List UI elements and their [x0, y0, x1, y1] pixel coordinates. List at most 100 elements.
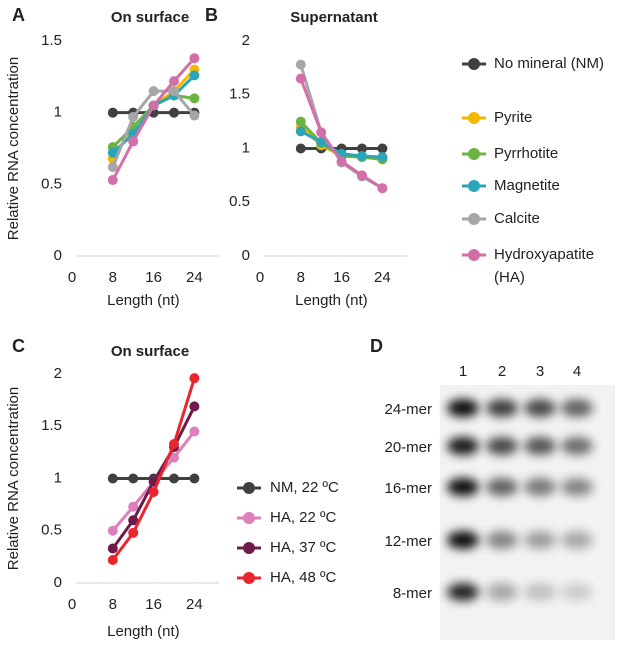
- x-tick-label: 24: [186, 596, 203, 613]
- x-tick-label: 16: [145, 596, 162, 613]
- gel-band: [561, 399, 593, 417]
- legend-marker: [468, 148, 480, 160]
- band-label: 8-mer: [393, 585, 432, 602]
- data-point: [107, 525, 118, 536]
- data-point: [357, 170, 367, 181]
- legend-label: HA, 22 ºC: [270, 509, 337, 526]
- data-point: [107, 543, 118, 554]
- gel-band: [486, 437, 518, 455]
- data-point: [169, 107, 179, 118]
- x-tick-label: 8: [297, 269, 305, 286]
- x-tick-label: 24: [374, 269, 391, 286]
- data-point: [357, 151, 367, 162]
- chart-title: On surface: [111, 343, 189, 360]
- lane-label: 3: [536, 363, 544, 380]
- gel-band: [486, 583, 518, 601]
- y-tick-label: 0.5: [41, 175, 62, 192]
- lane-label: 4: [573, 363, 581, 380]
- data-point: [316, 137, 327, 148]
- data-point: [128, 501, 139, 512]
- x-axis-label: Length (nt): [295, 292, 368, 309]
- x-tick-label: 8: [109, 596, 117, 613]
- legend-marker: [243, 512, 255, 524]
- gel-band: [561, 478, 593, 496]
- lane-label: 1: [459, 363, 467, 380]
- gel-band: [447, 531, 479, 549]
- legend-label: HA, 37 ºC: [270, 539, 337, 556]
- data-point: [148, 86, 159, 97]
- data-point: [377, 183, 388, 194]
- gel-band: [524, 478, 556, 496]
- data-point: [316, 127, 327, 138]
- y-axis-label: Relative RNA concentration: [5, 387, 22, 570]
- data-point: [107, 107, 118, 118]
- series-line: [111, 57, 196, 181]
- data-point: [295, 143, 306, 154]
- y-tick-label: 1.5: [41, 32, 62, 49]
- x-tick-label: 16: [145, 269, 162, 286]
- data-point: [107, 162, 118, 173]
- data-point: [107, 473, 118, 484]
- gel-band: [524, 437, 556, 455]
- legend-label: NM, 22 ºC: [270, 479, 339, 496]
- data-point: [128, 515, 139, 526]
- data-point: [169, 439, 179, 450]
- gel-band: [524, 583, 556, 601]
- data-point: [189, 426, 200, 437]
- legend-marker: [468, 112, 480, 124]
- gel-band: [447, 583, 479, 601]
- data-point: [377, 143, 388, 154]
- panel-label: B: [205, 5, 218, 25]
- y-tick-label: 2: [54, 365, 62, 382]
- legend-marker: [468, 249, 480, 261]
- gel-band: [447, 437, 479, 455]
- chart-title: On surface: [111, 9, 189, 26]
- legend-label: Pyrrhotite: [494, 145, 559, 162]
- y-tick-label: 0: [242, 247, 250, 264]
- gel-band: [447, 399, 479, 417]
- data-point: [377, 152, 388, 163]
- data-point: [295, 116, 306, 127]
- y-tick-label: 1: [54, 469, 62, 486]
- panel-label: A: [12, 5, 25, 25]
- data-point: [189, 70, 200, 81]
- data-point: [128, 136, 139, 147]
- data-point: [148, 100, 159, 111]
- legend-marker: [468, 213, 480, 225]
- data-point: [148, 487, 159, 498]
- legend-marker: [468, 180, 480, 192]
- gel-background: [440, 385, 615, 640]
- y-tick-label: 2: [242, 32, 250, 49]
- data-point: [295, 126, 306, 137]
- data-point: [169, 452, 179, 463]
- y-tick-label: 1.5: [41, 417, 62, 434]
- data-point: [128, 111, 139, 122]
- y-axis-label: Relative RNA concentration: [5, 57, 22, 240]
- chart-title: Supernatant: [290, 9, 378, 26]
- data-point: [128, 527, 139, 538]
- data-point: [107, 175, 118, 186]
- data-point: [169, 473, 179, 484]
- legend-label: Calcite: [494, 210, 540, 227]
- data-point: [189, 53, 200, 64]
- band-label: 16-mer: [384, 480, 432, 497]
- band-label: 24-mer: [384, 401, 432, 418]
- y-tick-label: 0.5: [229, 193, 250, 210]
- data-point: [189, 93, 200, 104]
- data-point: [189, 473, 200, 484]
- x-axis-label: Length (nt): [107, 623, 180, 640]
- x-tick-label: 0: [68, 269, 76, 286]
- legend-label: Magnetite: [494, 177, 560, 194]
- band-label: 12-mer: [384, 533, 432, 550]
- y-tick-label: 1.5: [229, 86, 250, 103]
- gel-band: [447, 478, 479, 496]
- legend-label: No mineral (NM): [494, 55, 605, 72]
- lane-label: 2: [498, 363, 506, 380]
- y-tick-label: 0: [54, 574, 62, 591]
- legend-marker: [243, 482, 255, 494]
- gel-band: [561, 531, 593, 549]
- series-line: [299, 64, 384, 190]
- data-point: [295, 73, 306, 84]
